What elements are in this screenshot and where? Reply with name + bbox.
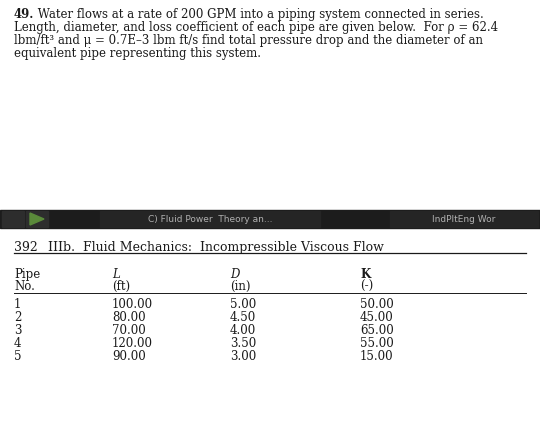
Text: 1: 1 [14, 298, 22, 311]
Text: K: K [360, 268, 370, 281]
Bar [26, 211, 48, 227]
Text: 50.00: 50.00 [360, 298, 394, 311]
Text: Water flows at a rate of 200 GPM into a piping system connected in series.: Water flows at a rate of 200 GPM into a … [34, 8, 484, 21]
Text: 3: 3 [14, 324, 22, 337]
Text: 120.00: 120.00 [112, 337, 153, 350]
Text: (ft): (ft) [112, 280, 130, 293]
Text: 2: 2 [14, 311, 22, 324]
Text: (-): (-) [360, 280, 373, 293]
Text: (in): (in) [230, 280, 251, 293]
Text: 3.50: 3.50 [230, 337, 256, 350]
Text: Length, diameter, and loss coefficient of each pipe are given below.  For ρ = 62: Length, diameter, and loss coefficient o… [14, 21, 498, 34]
Text: 100.00: 100.00 [112, 298, 153, 311]
Text: 80.00: 80.00 [112, 311, 146, 324]
Text: 90.00: 90.00 [112, 350, 146, 363]
Polygon shape [30, 213, 44, 225]
Text: 3.00: 3.00 [230, 350, 256, 363]
Bar [390, 211, 538, 227]
Text: IIIb.  Fluid Mechanics:  Incompressible Viscous Flow: IIIb. Fluid Mechanics: Incompressible Vi… [48, 241, 384, 254]
Text: equivalent pipe representing this system.: equivalent pipe representing this system… [14, 47, 261, 60]
Text: 49.: 49. [14, 8, 35, 21]
Text: 5: 5 [14, 350, 22, 363]
Text: 15.00: 15.00 [360, 350, 394, 363]
Text: IndPltEng Wor: IndPltEng Wor [433, 214, 496, 224]
Text: Pipe: Pipe [14, 268, 40, 281]
Text: 5.00: 5.00 [230, 298, 256, 311]
Bar [0, 210, 540, 228]
Text: 45.00: 45.00 [360, 311, 394, 324]
Text: L: L [112, 268, 120, 281]
Bar [100, 211, 320, 227]
Bar [2, 211, 24, 227]
Text: 4.50: 4.50 [230, 311, 256, 324]
Text: 4.00: 4.00 [230, 324, 256, 337]
Text: lbm/ft³ and μ = 0.7E–3 lbm ft/s find total pressure drop and the diameter of an: lbm/ft³ and μ = 0.7E–3 lbm ft/s find tot… [14, 34, 483, 47]
Text: No.: No. [14, 280, 35, 293]
Text: 4: 4 [14, 337, 22, 350]
Text: C) Fluid Power  Theory an...: C) Fluid Power Theory an... [148, 214, 272, 224]
Text: 65.00: 65.00 [360, 324, 394, 337]
Text: 70.00: 70.00 [112, 324, 146, 337]
Text: 392: 392 [14, 241, 38, 254]
Text: 55.00: 55.00 [360, 337, 394, 350]
Text: D: D [230, 268, 239, 281]
